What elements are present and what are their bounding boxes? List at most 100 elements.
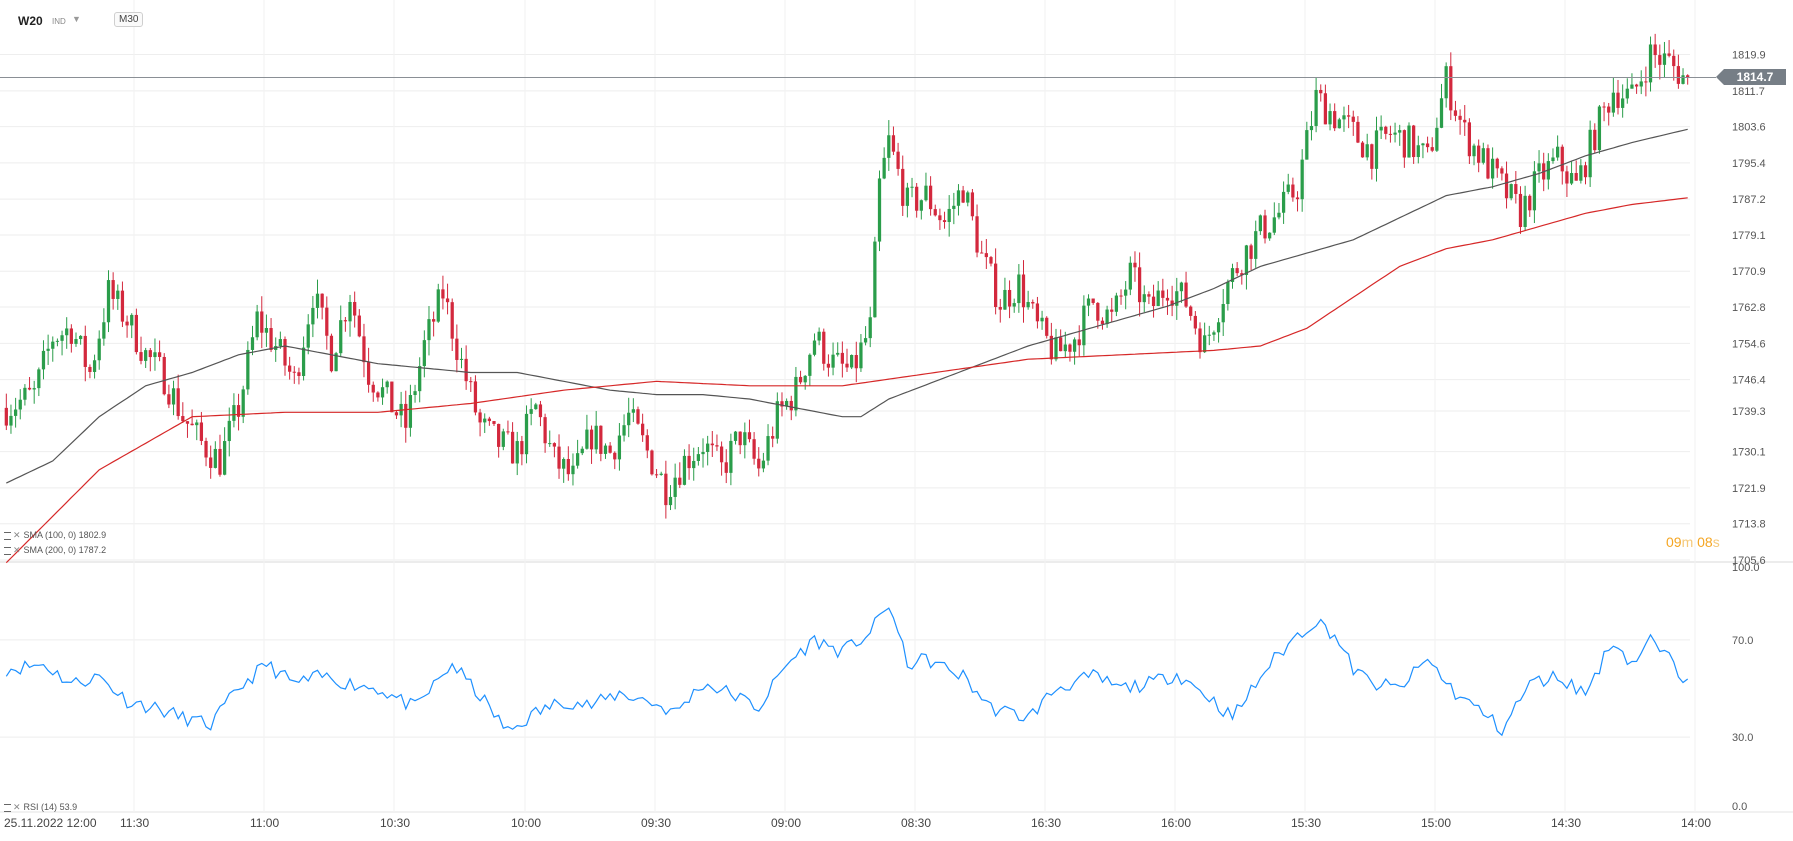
- candle: [306, 314, 310, 355]
- candle: [1203, 322, 1207, 353]
- candle: [571, 453, 575, 486]
- candle: [1156, 281, 1160, 307]
- candle: [390, 381, 394, 413]
- candle: [868, 306, 872, 348]
- candle: [362, 323, 366, 378]
- candle: [157, 340, 162, 362]
- settings-icon[interactable]: [4, 546, 11, 555]
- candle: [1495, 157, 1499, 178]
- candle: [1295, 191, 1300, 212]
- candle: [738, 431, 742, 455]
- candle: [1616, 79, 1620, 115]
- settings-icon[interactable]: [4, 803, 11, 812]
- close-icon[interactable]: ✕: [13, 530, 21, 540]
- candle: [1574, 160, 1578, 181]
- candle: [116, 284, 120, 310]
- candle: [120, 281, 125, 328]
- candle: [836, 342, 840, 357]
- candle: [1045, 316, 1049, 339]
- sma200-line: [5, 197, 1688, 564]
- candle: [1091, 298, 1095, 305]
- candle: [775, 392, 779, 444]
- candle: [1588, 120, 1592, 187]
- timeframe-selector[interactable]: M30: [114, 12, 144, 27]
- candle: [1388, 125, 1393, 143]
- candle: [278, 331, 282, 349]
- candle: [733, 430, 738, 445]
- time-tick-label: 11:00: [250, 816, 279, 830]
- close-icon[interactable]: ✕: [13, 545, 21, 555]
- candle: [706, 435, 710, 466]
- candle: [329, 333, 334, 373]
- candle: [418, 357, 422, 403]
- sma100-legend[interactable]: ✕ SMA (100, 0) 1802.9: [4, 530, 106, 541]
- candle: [1119, 289, 1123, 305]
- candle: [1634, 83, 1639, 94]
- candle: [1147, 291, 1151, 305]
- candle: [69, 324, 73, 353]
- candle: [617, 423, 622, 471]
- candle: [92, 354, 97, 379]
- candle: [608, 442, 612, 454]
- price-tick-label: 1811.7: [1732, 86, 1765, 98]
- symbol-name[interactable]: W20: [18, 14, 43, 28]
- candle: [181, 402, 185, 424]
- candle: [1059, 329, 1063, 352]
- candle: [1137, 252, 1142, 317]
- time-tick-label: 11:30: [120, 816, 149, 830]
- candle: [139, 336, 143, 365]
- candle: [724, 449, 728, 484]
- time-tick-label: 15:30: [1291, 816, 1321, 830]
- rsi-tick-label: 70.0: [1732, 635, 1753, 647]
- candle: [1551, 148, 1555, 164]
- candle: [46, 334, 50, 365]
- candle: [1007, 280, 1012, 319]
- settings-icon[interactable]: [4, 531, 11, 540]
- candle: [682, 449, 687, 486]
- candle: [371, 381, 375, 402]
- candle: [919, 199, 923, 220]
- candle: [1230, 263, 1235, 289]
- candle: [1602, 102, 1606, 122]
- candle: [678, 462, 682, 489]
- candle: [1272, 202, 1276, 236]
- candle: [1189, 305, 1193, 321]
- candle: [4, 393, 8, 431]
- candle: [1068, 343, 1072, 362]
- candle: [696, 447, 700, 466]
- price-axis[interactable]: 1819.9 1811.7 1803.6 1795.4 1787.2 1779.1 1770…: [1732, 50, 1766, 813]
- candle: [1597, 104, 1602, 154]
- rsi-legend[interactable]: ✕ RSI (14) 53.9: [4, 802, 77, 813]
- candle: [246, 341, 250, 395]
- rsi-tick-label: 30.0: [1732, 732, 1753, 744]
- candle: [1644, 66, 1648, 97]
- candle: [1351, 110, 1355, 136]
- sma200-legend[interactable]: ✕ SMA (200, 0) 1787.2: [4, 545, 106, 556]
- candle: [1593, 123, 1597, 154]
- candle: [176, 374, 180, 420]
- candle: [859, 334, 863, 372]
- candle: [1221, 289, 1225, 336]
- time-axis[interactable]: 25.11.2022 12:00 11:30 11:00 10:30 10:00 09:3…: [4, 816, 1711, 830]
- candle: [1096, 302, 1100, 329]
- close-icon[interactable]: ✕: [13, 802, 21, 812]
- candles: [4, 33, 1690, 519]
- candle: [441, 275, 445, 310]
- candle: [366, 347, 371, 393]
- candle: [771, 426, 775, 448]
- candle: [873, 236, 877, 318]
- countdown-seconds: 08: [1697, 534, 1713, 550]
- candle: [515, 431, 519, 476]
- chevron-down-icon[interactable]: ▼: [72, 14, 81, 24]
- candle: [538, 400, 543, 427]
- candle: [134, 308, 138, 355]
- candle: [1402, 129, 1406, 168]
- candle: [1412, 124, 1416, 164]
- candle: [218, 434, 222, 477]
- price-tick-label: 1787.2: [1732, 194, 1766, 206]
- candle: [274, 337, 278, 362]
- candle: [1021, 260, 1026, 323]
- candle: [1124, 281, 1128, 310]
- candle: [905, 182, 910, 218]
